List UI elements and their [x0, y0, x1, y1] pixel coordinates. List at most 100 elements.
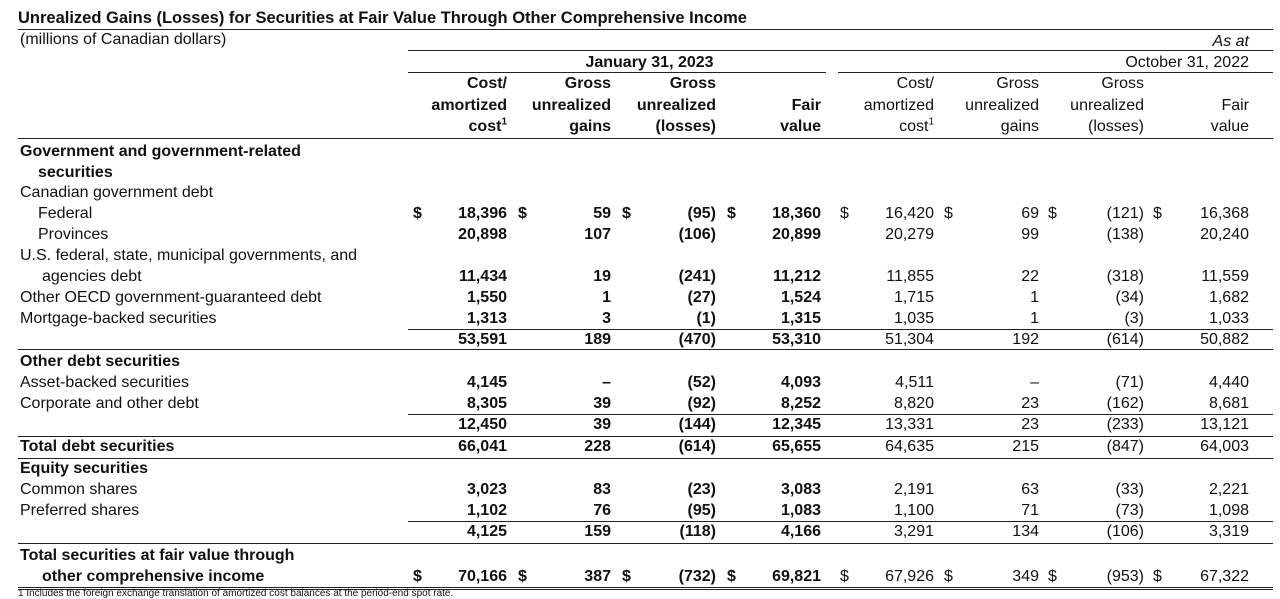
row-label: U.S. federal, state, municipal governmen…	[20, 247, 358, 264]
table-cell: (121)	[1106, 205, 1144, 222]
table-cell: (614)	[678, 438, 716, 455]
table-cell: (71)	[1115, 374, 1144, 391]
table-cell: (847)	[1106, 438, 1144, 455]
table-cell: 16,420	[885, 205, 934, 222]
table-cell: (52)	[687, 374, 716, 391]
subtotal-rule	[408, 414, 1273, 415]
table-cell: 22	[1021, 268, 1039, 285]
table-cell: 4,145	[466, 374, 507, 391]
column-header: Gross unrealized (losses)	[1070, 75, 1144, 135]
currency-symbol: $	[518, 205, 527, 222]
table-cell: 20,898	[458, 226, 507, 243]
period-jan-2023: January 31, 2023	[585, 54, 714, 71]
table-cell: 192	[1012, 331, 1039, 348]
row-label: securities	[38, 164, 113, 181]
table-cell: 66,041	[458, 438, 507, 455]
table-cell: 1,083	[780, 502, 821, 519]
table-cell: 1,035	[893, 310, 934, 327]
table-cell: (73)	[1115, 502, 1144, 519]
table-cell: (92)	[687, 395, 716, 412]
table-cell: 3,023	[466, 481, 507, 498]
table-cell: 16,368	[1200, 205, 1249, 222]
table-cell: 51,304	[885, 331, 934, 348]
table-cell: 13,121	[1200, 416, 1249, 433]
table-cell: 13,331	[885, 416, 934, 433]
table-cell: 11,212	[772, 268, 821, 285]
table-cell: 1,682	[1208, 289, 1249, 306]
header-rule	[408, 50, 1273, 51]
column-header: Cost/amortized cost1	[431, 75, 507, 135]
row-label: Other OECD government-guaranteed debt	[20, 289, 322, 306]
table-cell: 215	[1012, 438, 1039, 455]
table-cell: 63	[1021, 481, 1039, 498]
table-cell: (1)	[696, 310, 716, 327]
table-cell: 59	[593, 205, 611, 222]
row-label: Other debt securities	[20, 353, 181, 370]
row-label: Asset-backed securities	[20, 374, 189, 391]
period-rule-jan	[408, 72, 826, 73]
row-label: Federal	[38, 205, 93, 222]
table-cell: (118)	[679, 523, 716, 540]
table-cell: 189	[584, 331, 611, 348]
title-rule	[18, 29, 1273, 30]
table-cell: 107	[584, 226, 611, 243]
table-cell: 12,345	[772, 416, 821, 433]
row-label: Government and government-related	[20, 143, 301, 160]
table-cell: 1	[1030, 310, 1039, 327]
table-cell: 8,252	[780, 395, 821, 412]
section-rule	[18, 349, 1273, 350]
table-cell: (162)	[1106, 395, 1144, 412]
table-title: Unrealized Gains (Losses) for Securities…	[18, 9, 747, 27]
table-cell: 1,100	[893, 502, 934, 519]
currency-symbol: $	[727, 568, 736, 585]
table-cell: (95)	[687, 502, 716, 519]
table-cell: (3)	[1124, 310, 1144, 327]
table-cell: 53,310	[772, 331, 821, 348]
table-cell: (106)	[1106, 523, 1144, 540]
table-cell: (732)	[678, 568, 716, 585]
row-label: Corporate and other debt	[20, 395, 199, 412]
table-cell: 53,591	[458, 331, 507, 348]
row-label: Preferred shares	[20, 502, 140, 519]
table-cell: 64,003	[1200, 438, 1249, 455]
table-cell: 39	[593, 395, 611, 412]
table-cell: 4,166	[780, 523, 821, 540]
row-label: Equity securities	[20, 460, 149, 477]
table-cell: 4,093	[780, 374, 821, 391]
currency-symbol: $	[622, 205, 631, 222]
column-header: Fair value	[1210, 96, 1249, 136]
table-cell: 3,291	[893, 523, 934, 540]
table-cell: (144)	[678, 416, 716, 433]
row-label: other comprehensive income	[42, 568, 265, 585]
column-header: Fair value	[780, 96, 821, 136]
table-cell: 23	[1021, 395, 1039, 412]
table-cell: 387	[584, 568, 611, 585]
currency-symbol: $	[518, 568, 527, 585]
table-cell: 71	[1021, 502, 1039, 519]
currency-symbol: $	[413, 568, 422, 585]
total-double-rule	[18, 587, 1273, 590]
table-cell: 23	[1021, 416, 1039, 433]
table-cell: 159	[584, 523, 611, 540]
table-cell: 8,305	[466, 395, 507, 412]
column-header: Gross unrealized gains	[531, 75, 611, 135]
table-cell: 1,550	[466, 289, 507, 306]
table-cell: 50,882	[1200, 331, 1249, 348]
table-cell: 69	[1021, 205, 1039, 222]
table-cell: (33)	[1115, 481, 1144, 498]
table-cell: 11,559	[1201, 268, 1249, 285]
table-cell: (95)	[687, 205, 716, 222]
currency-symbol: $	[622, 568, 631, 585]
table-cell: (23)	[687, 481, 716, 498]
table-cell: 1,315	[780, 310, 821, 327]
table-cell: 11,434	[458, 268, 507, 285]
row-label: Provinces	[38, 226, 109, 243]
section-rule	[18, 543, 1273, 544]
column-header: Gross unrealized (losses)	[636, 75, 716, 135]
table-cell: (318)	[1106, 268, 1144, 285]
table-cell: (106)	[678, 226, 716, 243]
period-rule-oct	[838, 72, 1273, 73]
table-cell: 2,191	[893, 481, 934, 498]
table-cell: (27)	[687, 289, 716, 306]
